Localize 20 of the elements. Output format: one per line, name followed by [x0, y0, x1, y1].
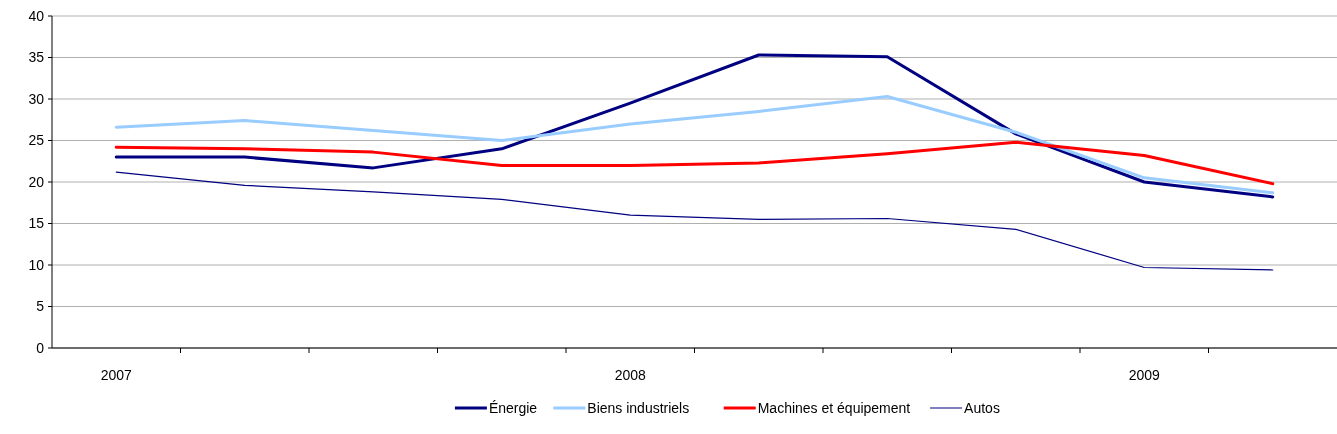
legend-label: Biens industriels — [587, 399, 690, 416]
y-tick-label: 40 — [28, 7, 45, 24]
line-series — [114, 53, 1275, 199]
y-tick-label: 15 — [28, 215, 45, 232]
y-tick-label: 10 — [28, 256, 45, 273]
x-tick-label: 2009 — [1128, 367, 1161, 383]
y-tick-label: 5 — [36, 298, 45, 315]
legend-label: Énergie — [488, 399, 538, 416]
x-tick-label: 2007 — [100, 367, 133, 383]
x-tick-label: 2008 — [614, 367, 647, 383]
y-tick-label: 20 — [28, 173, 45, 190]
legend-label: Autos — [964, 399, 1000, 416]
legend-label: Machines et équipement — [757, 399, 911, 416]
line-series — [114, 140, 1275, 186]
y-tick-label: 0 — [36, 339, 45, 356]
y-tick-label: 35 — [28, 49, 45, 66]
y-tick-label: 30 — [28, 90, 45, 107]
line-series — [114, 95, 1275, 195]
y-tick-label: 25 — [28, 132, 45, 149]
line-series — [115, 171, 1274, 271]
